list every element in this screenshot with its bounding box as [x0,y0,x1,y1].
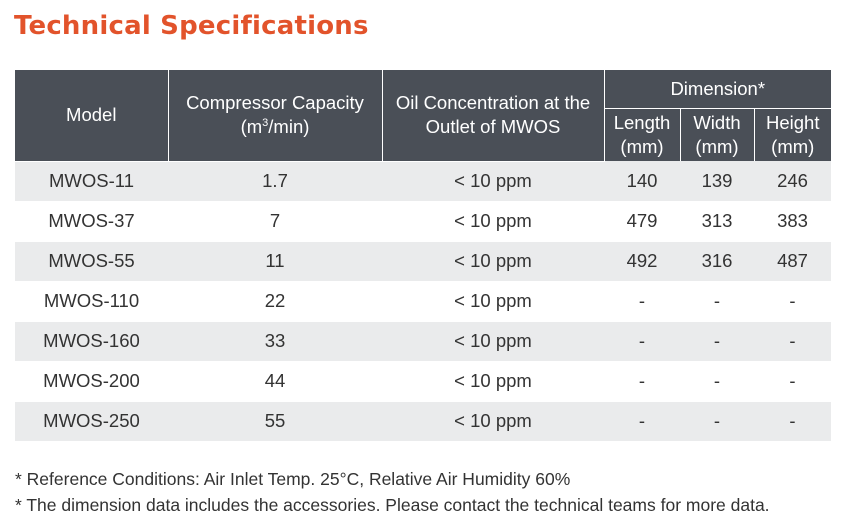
cell-height: - [754,401,831,442]
cell-model: MWOS-55 [15,241,168,282]
header-height-line1: Height [766,112,820,133]
header-width-line1: Width [693,112,741,133]
cell-oil: < 10 ppm [382,401,604,442]
header-height-line2: (mm) [771,136,815,157]
spec-table: Model Compressor Capacity (m3/min) Oil C… [15,70,831,442]
footnote-reference-conditions: * Reference Conditions: Air Inlet Temp. … [15,469,571,489]
table-row: MWOS-250 55 < 10 ppm - - - [15,401,831,442]
cell-height: - [754,281,831,322]
cell-oil: < 10 ppm [382,161,604,202]
header-dimension: Dimension* [604,70,831,109]
cell-model: MWOS-11 [15,161,168,202]
cell-width: 139 [680,161,754,202]
cell-width: 316 [680,241,754,282]
table-row: MWOS-11 1.7 < 10 ppm 140 139 246 [15,161,831,202]
cell-oil: < 10 ppm [382,241,604,282]
cell-model: MWOS-37 [15,201,168,242]
cell-length: 479 [604,201,680,242]
cell-model: MWOS-110 [15,281,168,322]
cell-width: - [680,401,754,442]
header-capacity-unit-pre: (m [240,116,263,138]
header-model: Model [15,70,169,162]
cell-model: MWOS-250 [15,401,168,442]
cell-capacity: 44 [168,361,382,402]
cell-capacity: 7 [168,201,382,242]
cell-width: - [680,281,754,322]
cell-length: 492 [604,241,680,282]
cell-model: MWOS-160 [15,321,168,362]
cell-height: - [754,321,831,362]
cell-length: - [604,361,680,402]
cell-oil: < 10 ppm [382,361,604,402]
cell-height: 487 [754,241,831,282]
cell-length: - [604,281,680,322]
header-length-line2: (mm) [620,136,664,157]
cell-length: - [604,321,680,362]
footnote-dimension-data: * The dimension data includes the access… [15,495,770,515]
header-length: Length (mm) [604,108,681,161]
header-width-line2: (mm) [695,136,739,157]
table-row: MWOS-200 44 < 10 ppm - - - [15,361,831,402]
header-oil-line1: Oil Concentration at the [395,92,591,114]
cell-width: - [680,321,754,362]
table-row: MWOS-160 33 < 10 ppm - - - [15,321,831,362]
table-row: MWOS-110 22 < 10 ppm - - - [15,281,831,322]
cell-length: - [604,401,680,442]
table-row: MWOS-55 11 < 10 ppm 492 316 487 [15,241,831,282]
cell-oil: < 10 ppm [382,201,604,242]
header-capacity-line1: Compressor Capacity [186,92,364,114]
header-capacity-line2: (m3/min) [169,115,382,139]
cell-model: MWOS-200 [15,361,168,402]
cell-capacity: 33 [168,321,382,362]
header-oil: Oil Concentration at the Outlet of MWOS [382,70,605,162]
cell-capacity: 55 [168,401,382,442]
cell-oil: < 10 ppm [382,321,604,362]
cell-capacity: 1.7 [168,161,382,202]
cell-capacity: 11 [168,241,382,282]
header-capacity-unit-sup: 3 [262,117,269,130]
header-row-2: Length (mm) Width (mm) Height (mm) [15,108,831,161]
header-capacity: Compressor Capacity (m3/min) [168,70,383,162]
page-title: Technical Specifications [14,11,369,41]
header-height: Height (mm) [754,108,831,161]
table-row: MWOS-37 7 < 10 ppm 479 313 383 [15,201,831,242]
cell-width: 313 [680,201,754,242]
cell-length: 140 [604,161,680,202]
cell-oil: < 10 ppm [382,281,604,322]
cell-capacity: 22 [168,281,382,322]
footnotes: * Reference Conditions: Air Inlet Temp. … [15,466,770,518]
header-length-line1: Length [613,112,671,133]
header-capacity-unit-post: /min) [268,116,310,138]
header-width: Width (mm) [680,108,755,161]
header-oil-line2: Outlet of MWOS [425,116,561,138]
cell-height: - [754,361,831,402]
cell-height: 383 [754,201,831,242]
cell-height: 246 [754,161,831,202]
header-row-1: Model Compressor Capacity (m3/min) Oil C… [15,70,831,162]
cell-width: - [680,361,754,402]
